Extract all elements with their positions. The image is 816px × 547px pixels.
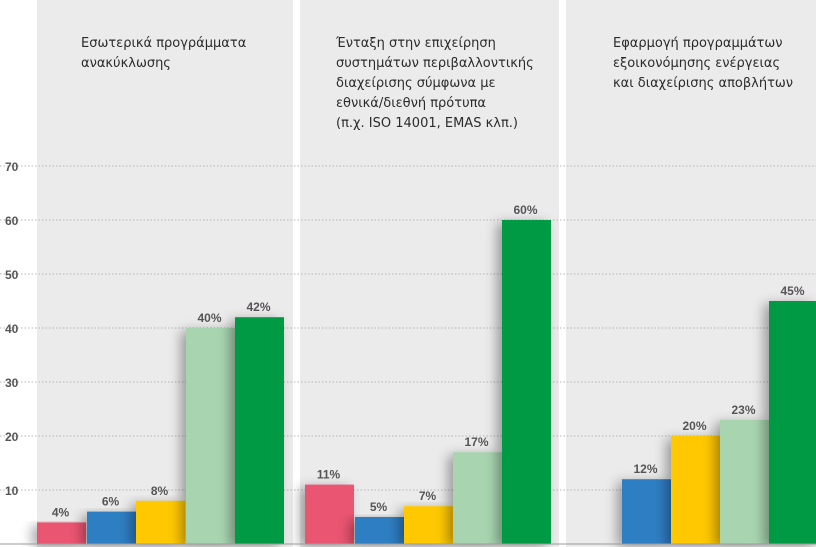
data-label: 7% [419,489,437,503]
data-label: 11% [317,468,341,482]
bar-p2-1 [305,484,354,544]
bar-p3-2 [622,479,671,544]
bar-p3-5 [769,301,816,544]
data-label: 4% [52,505,70,519]
y-tick-label: 50 [5,268,19,282]
y-tick-label: 40 [5,322,19,336]
y-tick-label: 10 [5,484,19,498]
bar-p1-3 [136,500,185,544]
y-tick-label: 30 [5,376,19,390]
bar-p1-2 [87,511,136,544]
bar-p2-5 [502,220,551,544]
y-tick-label: 20 [5,430,19,444]
data-label: 23% [731,403,755,417]
y-tick-label: 70 [5,160,19,174]
bar-p3-3 [671,436,720,544]
bar-p1-5 [235,317,284,544]
bar-p3-4 [720,419,769,544]
bar-p1-4 [186,328,235,544]
panel-title-3: Εφαρμογή προγραμμάτων εξοικονόμησης ενέργ… [613,36,793,91]
panel-title-2: Ένταξη στην επιχείρηση συστημάτων περιβαλ… [335,36,534,131]
data-label: 5% [370,500,388,514]
data-label: 60% [513,203,537,217]
bar-p1-1 [37,522,86,544]
data-label: 40% [197,311,221,325]
data-label: 8% [151,484,169,498]
panel-title-1: Εσωτερικά προγράμματα ανακύκλωσης [81,36,246,71]
y-tick-label: 60 [5,214,19,228]
bar-p2-4 [453,452,502,544]
data-label: 6% [102,495,120,509]
bar-p2-2 [355,517,404,544]
data-label: 45% [780,284,804,298]
bar-p2-3 [404,506,453,544]
data-label: 17% [464,435,488,449]
data-label: 20% [682,419,706,433]
data-label: 12% [633,462,657,476]
data-label: 42% [246,300,270,314]
